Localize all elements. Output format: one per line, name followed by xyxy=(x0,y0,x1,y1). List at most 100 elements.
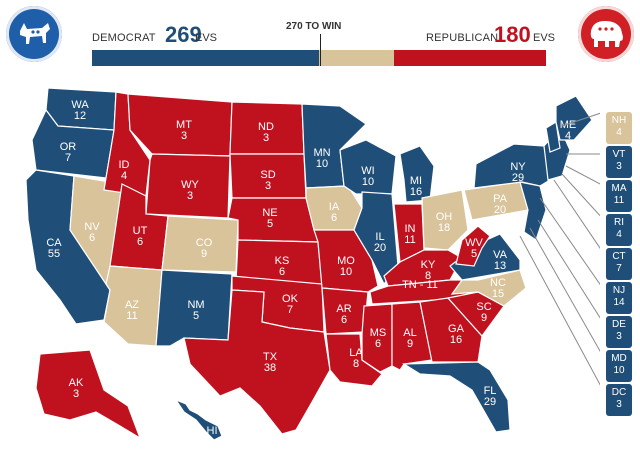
side-box-de[interactable]: DE 3 xyxy=(606,316,632,348)
state-label-or: OR xyxy=(60,141,77,153)
state-label-mn: MN xyxy=(313,147,330,159)
state-ev-mn: 10 xyxy=(316,158,328,170)
side-box-abbr: RI xyxy=(614,217,624,228)
state-ev-sd: 3 xyxy=(265,180,271,192)
state-label-ne: NE xyxy=(262,207,277,219)
us-electoral-map: WA12OR7CA55NV6ID4MT3WY3UT6AZ11CO9NM5ND3S… xyxy=(25,87,600,441)
side-box-ri[interactable]: RI 4 xyxy=(606,214,632,246)
state-wy[interactable] xyxy=(145,153,231,219)
state-il[interactable] xyxy=(353,191,399,286)
side-box-abbr: MD xyxy=(611,353,627,364)
state-label-ca: CA xyxy=(46,237,62,249)
state-ev-nv: 6 xyxy=(89,232,95,244)
side-box-abbr: DE xyxy=(612,319,626,330)
state-ev-wa: 12 xyxy=(74,110,86,122)
state-ev-id: 4 xyxy=(121,170,127,182)
state-label-al: AL xyxy=(403,327,416,339)
state-label-ut: UT xyxy=(133,225,148,237)
side-box-dc[interactable]: DC 3 xyxy=(606,384,632,416)
democrat-ev-count: 269 xyxy=(165,22,202,47)
dc-leader xyxy=(519,235,600,386)
state-label-az: AZ xyxy=(125,299,139,311)
state-label-tx: TX xyxy=(263,351,278,363)
side-box-ct[interactable]: CT 7 xyxy=(606,248,632,280)
side-box-ev: 7 xyxy=(616,263,622,274)
republican-elephant-logo xyxy=(578,6,634,62)
state-la[interactable] xyxy=(325,333,383,387)
state-label-oh: OH xyxy=(436,211,453,223)
side-box-ev: 3 xyxy=(616,331,622,342)
elephant-icon xyxy=(590,21,623,47)
state-label-id: ID xyxy=(119,159,130,171)
state-ev-ga: 16 xyxy=(450,334,462,346)
state-label-ia: IA xyxy=(329,201,340,213)
democrat-ev-unit: EVS xyxy=(195,32,218,44)
state-label-me: ME xyxy=(560,119,577,131)
state-label-nv: NV xyxy=(84,221,100,233)
side-box-ev: 4 xyxy=(616,127,622,138)
state-ev-mi: 16 xyxy=(410,186,422,198)
state-ga[interactable] xyxy=(419,297,483,363)
md-leader xyxy=(529,227,600,352)
state-mid-atlantic[interactable] xyxy=(519,181,547,241)
side-box-md[interactable]: MD 10 xyxy=(606,350,632,382)
ri-leader xyxy=(561,173,600,217)
state-ev-ne: 5 xyxy=(267,218,273,230)
state-label-mo: MO xyxy=(337,255,355,267)
side-box-ma[interactable]: MA 11 xyxy=(606,180,632,212)
state-ev-ar: 6 xyxy=(341,314,347,326)
state-label-ok: OK xyxy=(282,293,299,305)
state-me[interactable] xyxy=(555,95,593,141)
republican-ev-bar xyxy=(394,50,546,66)
state-nh[interactable] xyxy=(545,121,561,153)
state-ev-va: 13 xyxy=(494,260,506,272)
state-ev-nc: 15 xyxy=(492,288,504,300)
ma-leader xyxy=(565,165,600,185)
side-box-abbr: NH xyxy=(611,115,627,126)
state-fl[interactable] xyxy=(401,361,511,433)
state-label-fl: FL xyxy=(484,385,497,397)
state-tx[interactable] xyxy=(183,289,331,435)
state-label-ks: KS xyxy=(275,255,290,267)
state-ev-ca: 55 xyxy=(48,248,60,260)
side-box-vt[interactable]: VT 3 xyxy=(606,146,632,178)
state-ny[interactable] xyxy=(473,143,551,189)
state-ev-ak: 3 xyxy=(73,388,79,400)
win-threshold-label: 270 TO WIN xyxy=(286,21,342,32)
state-ev-in: 11 xyxy=(404,234,415,246)
state-hi[interactable] xyxy=(174,398,223,441)
side-box-abbr: CT xyxy=(612,251,626,262)
state-ak[interactable] xyxy=(35,349,142,440)
state-label-ar: AR xyxy=(336,303,351,315)
side-box-nj[interactable]: NJ 14 xyxy=(606,282,632,314)
state-ev-wi: 10 xyxy=(362,176,374,188)
state-ev-nm: 5 xyxy=(193,310,199,322)
state-wv[interactable] xyxy=(455,225,491,267)
state-label-in: IN xyxy=(405,223,416,235)
state-ev-pa: 20 xyxy=(494,204,506,216)
state-ev-tx: 38 xyxy=(264,362,276,374)
state-ev-wy: 3 xyxy=(187,190,193,202)
side-box-abbr: DC xyxy=(611,387,627,398)
state-label-nc: NC xyxy=(490,277,506,289)
state-ev-ks: 6 xyxy=(279,266,285,278)
state-nc[interactable] xyxy=(450,269,527,307)
side-box-abbr: MA xyxy=(611,183,627,194)
state-label-pa: PA xyxy=(493,193,508,205)
state-ev-ut: 6 xyxy=(137,236,143,248)
state-label-ga: GA xyxy=(448,323,465,335)
state-label-mi: MI xyxy=(410,175,422,187)
state-ev-sc: 9 xyxy=(481,312,487,324)
state-ev-mt: 3 xyxy=(181,130,187,142)
state-label-nm: NM xyxy=(187,299,204,311)
state-label-va: VA xyxy=(493,249,508,261)
side-box-ev: 4 xyxy=(616,229,622,240)
state-ev-oh: 18 xyxy=(438,222,450,234)
state-oh[interactable] xyxy=(421,189,469,251)
democrat-ev-bar xyxy=(92,50,319,66)
state-ev-la: 8 xyxy=(353,358,359,370)
state-ev-co: 9 xyxy=(201,248,207,260)
side-box-nh[interactable]: NH 4 xyxy=(606,112,632,144)
nh-leader xyxy=(561,112,600,127)
state-label-sc: SC xyxy=(476,301,491,313)
